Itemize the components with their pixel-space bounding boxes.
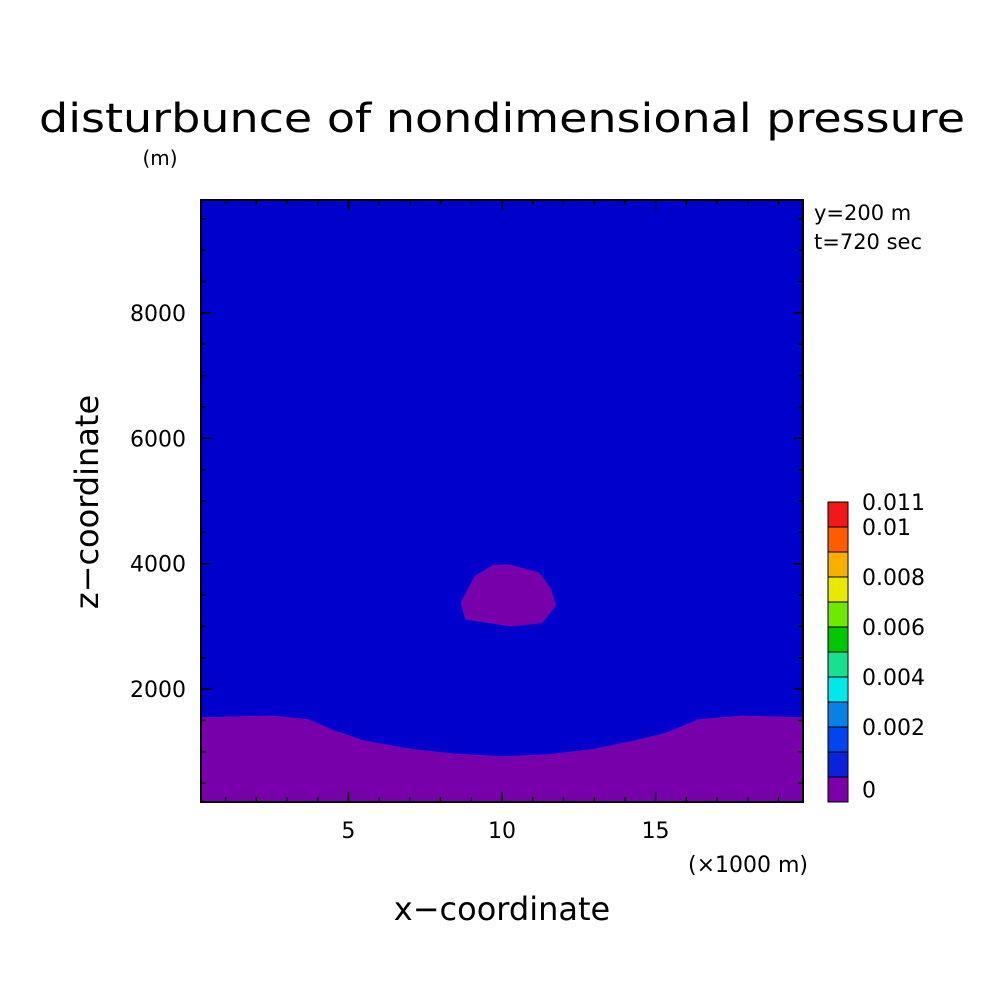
- annotation-y: y=200 m: [814, 201, 911, 225]
- colorbar-label: 0.008: [862, 566, 925, 591]
- colorbar-label: 0: [862, 779, 876, 804]
- colorbar-label: 0.006: [862, 616, 925, 641]
- y-axis: 2000 4000 6000 8000: [130, 218, 803, 784]
- field-region-lower-layer: [201, 715, 803, 802]
- colorbar-swatch: [827, 701, 849, 728]
- field-region-bubble: [460, 564, 556, 627]
- colorbar-label: 0.011: [862, 491, 925, 516]
- colorbar-swatch: [827, 776, 849, 803]
- colorbar-swatch: [827, 676, 849, 703]
- x-tick-label: 10: [488, 819, 516, 844]
- colorbar-swatch: [827, 726, 849, 753]
- x-axis-unit: (×1000 m): [688, 853, 808, 878]
- annotation-t: t=720 sec: [814, 230, 922, 254]
- colorbar-swatch: [827, 551, 849, 578]
- y-tick-label: 2000: [130, 678, 186, 703]
- colorbar-swatch: [827, 576, 849, 603]
- colorbar-label: 0.01: [862, 516, 911, 541]
- x-tick-label: 5: [341, 819, 355, 844]
- colorbar-swatch: [827, 501, 849, 528]
- colorbar-label: 0.004: [862, 666, 925, 691]
- colorbar-swatch: [827, 751, 849, 778]
- y-axis-unit: (m): [142, 146, 177, 170]
- colorbar-swatch: [827, 526, 849, 553]
- y-tick-label: 8000: [130, 302, 186, 327]
- x-tick-label: 15: [642, 819, 670, 844]
- colorbar-swatch: [827, 626, 849, 653]
- x-axis-label: x−coordinate: [394, 890, 610, 928]
- field-background: [201, 200, 803, 802]
- y-tick-label: 4000: [130, 553, 186, 578]
- colorbar-label: 0.002: [862, 716, 925, 741]
- chart-title: disturbunce of nondimensional pressure: [39, 96, 965, 142]
- colorbar-swatch: [827, 601, 849, 628]
- y-tick-label: 6000: [130, 427, 186, 452]
- y-axis-label: z−coordinate: [68, 395, 106, 609]
- x-axis: 5 10 15: [224, 200, 780, 844]
- colorbar-swatch: [827, 651, 849, 678]
- plot-area: [200, 199, 804, 803]
